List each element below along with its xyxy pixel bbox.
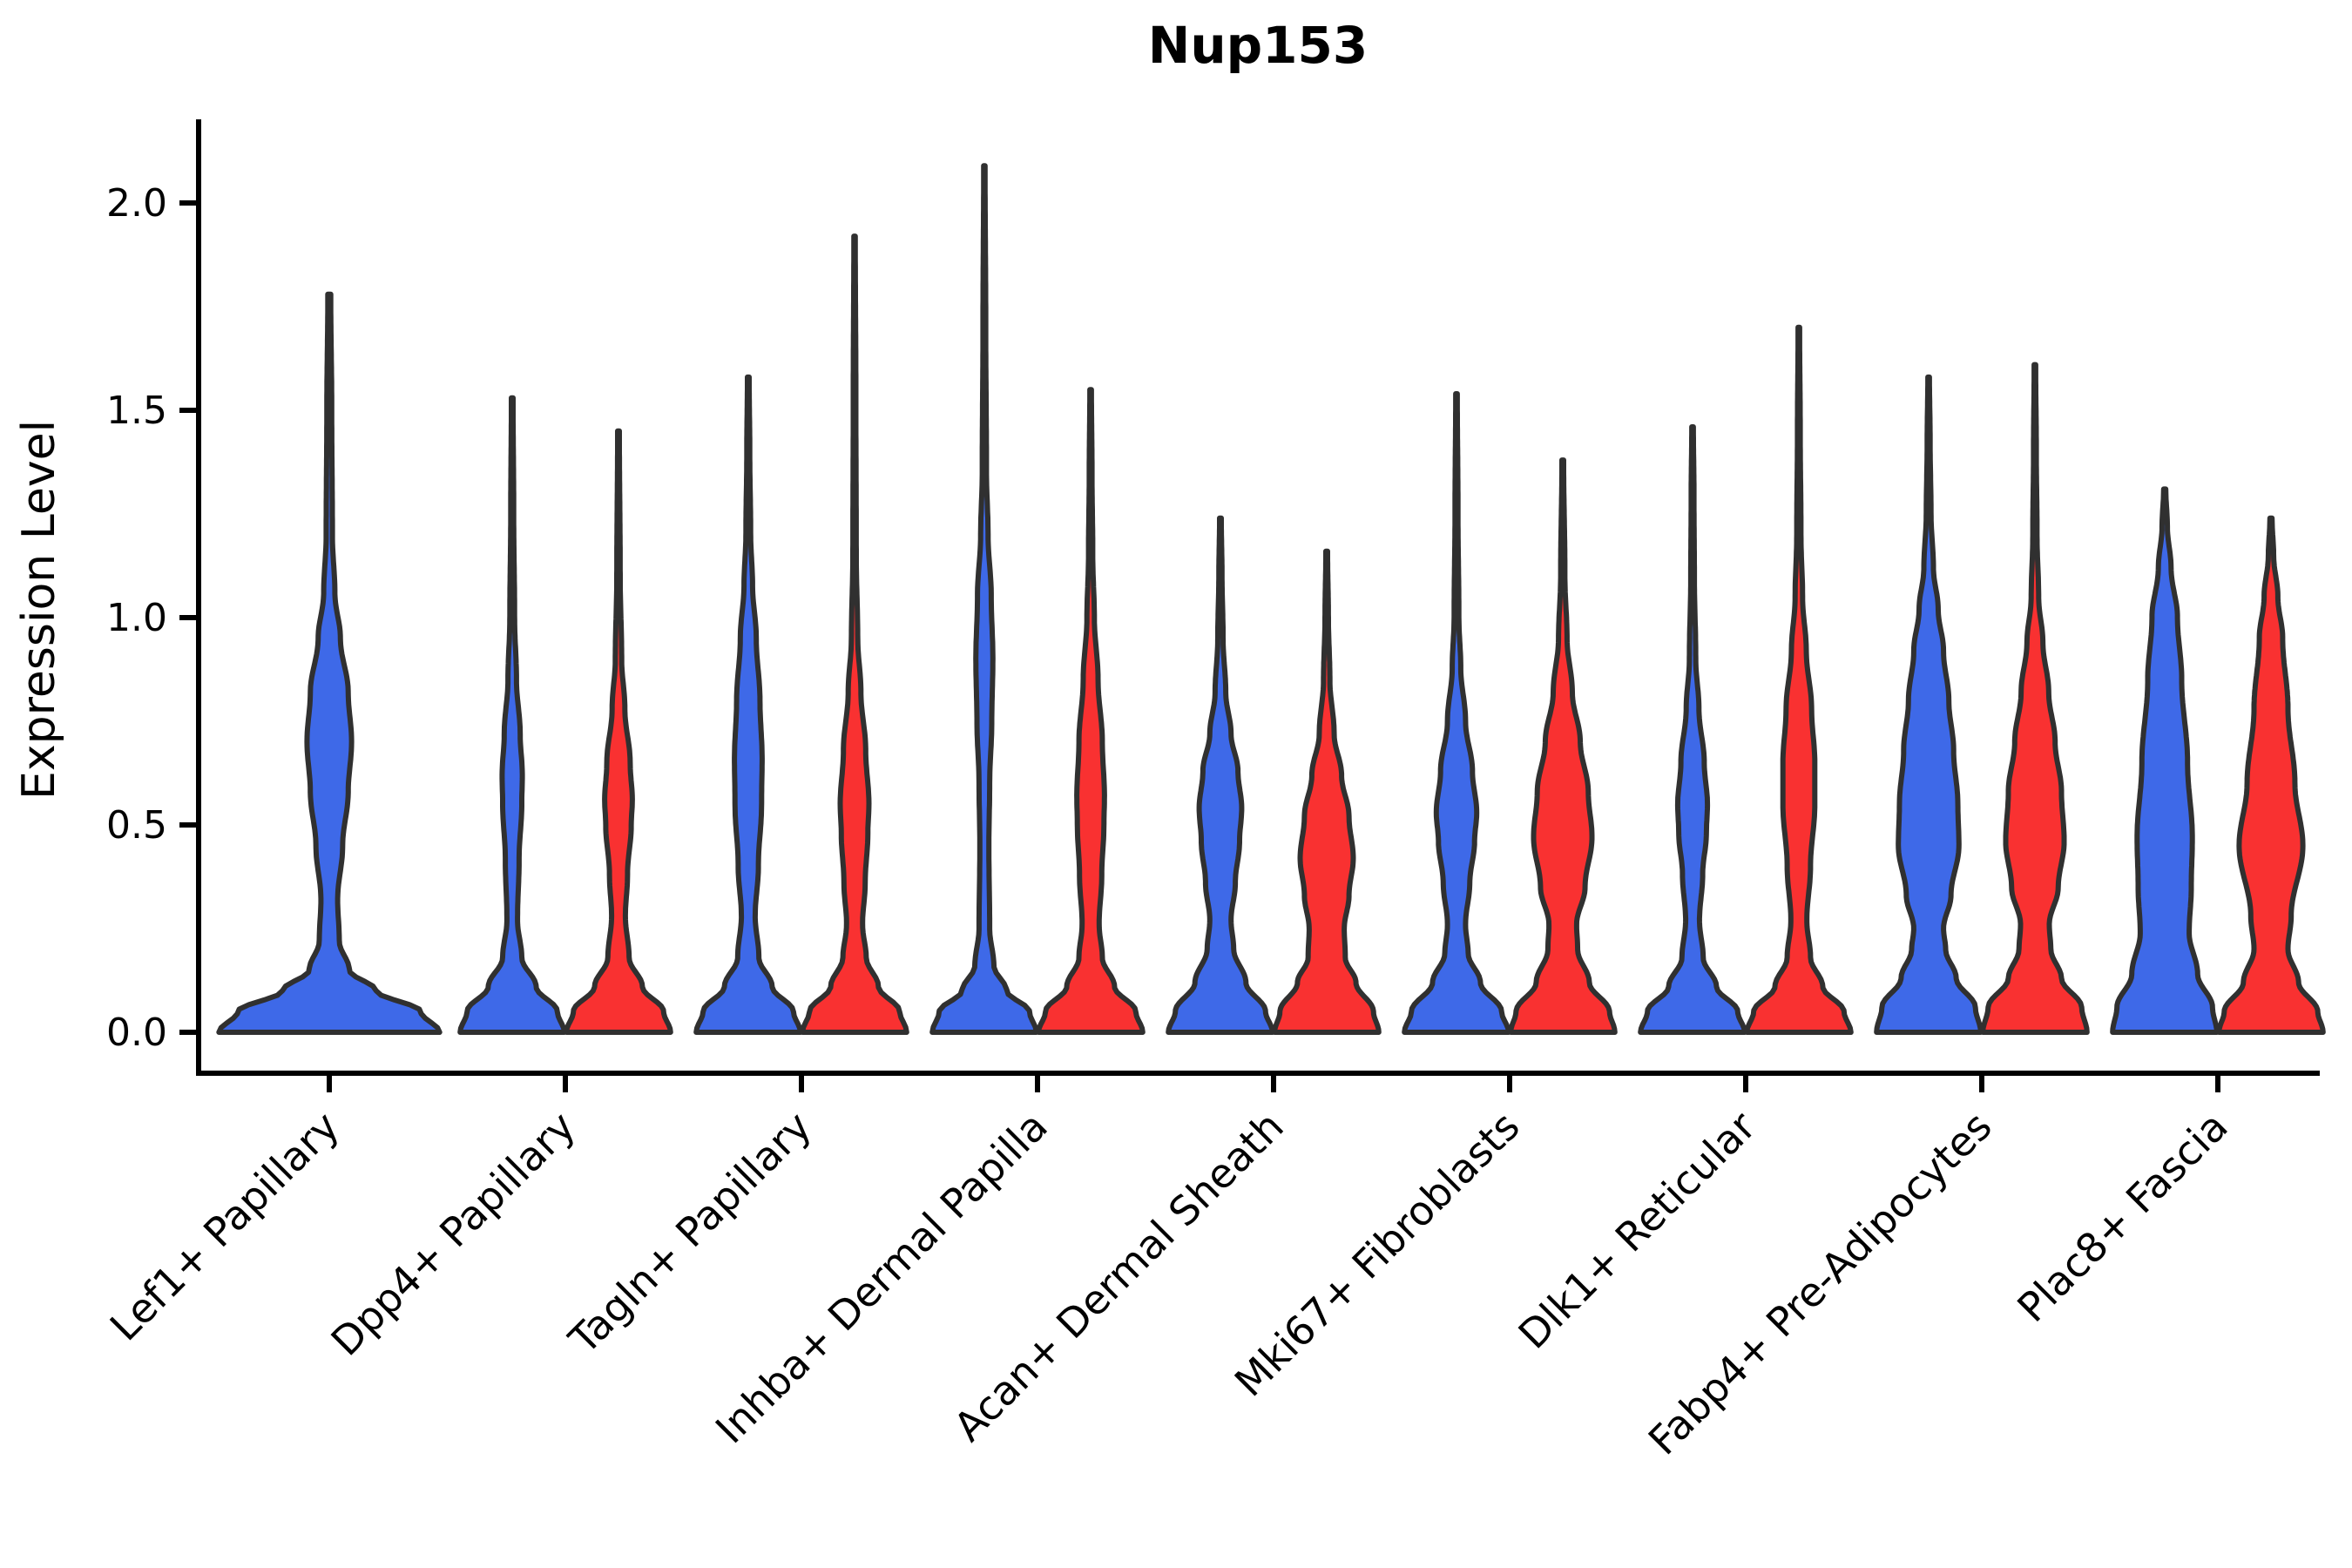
violin-mki67-fibroblasts-red: [1508, 457, 1618, 1035]
violin-dlk1-reticular-blue: [1638, 424, 1747, 1035]
violin-acan-dermal-sheath-blue: [1166, 515, 1275, 1035]
y-axis-label: Expression Level: [13, 420, 65, 800]
violin-fabp4-pre-adipocytes-red: [1980, 362, 2090, 1035]
chart-title: Nup153: [1148, 16, 1368, 75]
violin-acan-dermal-sheath-red: [1272, 548, 1382, 1035]
violin-tagln-papillary-red: [800, 233, 909, 1035]
violin-tagln-papillary-blue: [693, 374, 803, 1035]
violin-mki67-fibroblasts-blue: [1402, 391, 1511, 1035]
y-tick-label-2: 1.0: [106, 596, 167, 640]
violin-plac8-fascia-blue: [2110, 486, 2220, 1035]
y-tick-label-1: 0.5: [106, 803, 167, 848]
y-tick-label-4: 2.0: [106, 181, 167, 226]
violin-dlk1-reticular-red: [1744, 324, 1854, 1035]
violin-fabp4-pre-adipocytes-blue: [1874, 374, 1984, 1035]
violin-plac8-fascia-red: [2216, 515, 2326, 1035]
violin-dpp4-papillary-blue: [457, 395, 567, 1035]
violin-inhba-dermal-papilla-blue: [929, 163, 1039, 1035]
y-tick-label-3: 1.5: [106, 389, 167, 433]
violin-inhba-dermal-papilla-red: [1036, 387, 1146, 1035]
y-tick-label-0: 0.0: [106, 1010, 167, 1055]
violin-lef1-papillary-blue: [216, 291, 443, 1035]
violin-dpp4-papillary-red: [564, 428, 673, 1035]
